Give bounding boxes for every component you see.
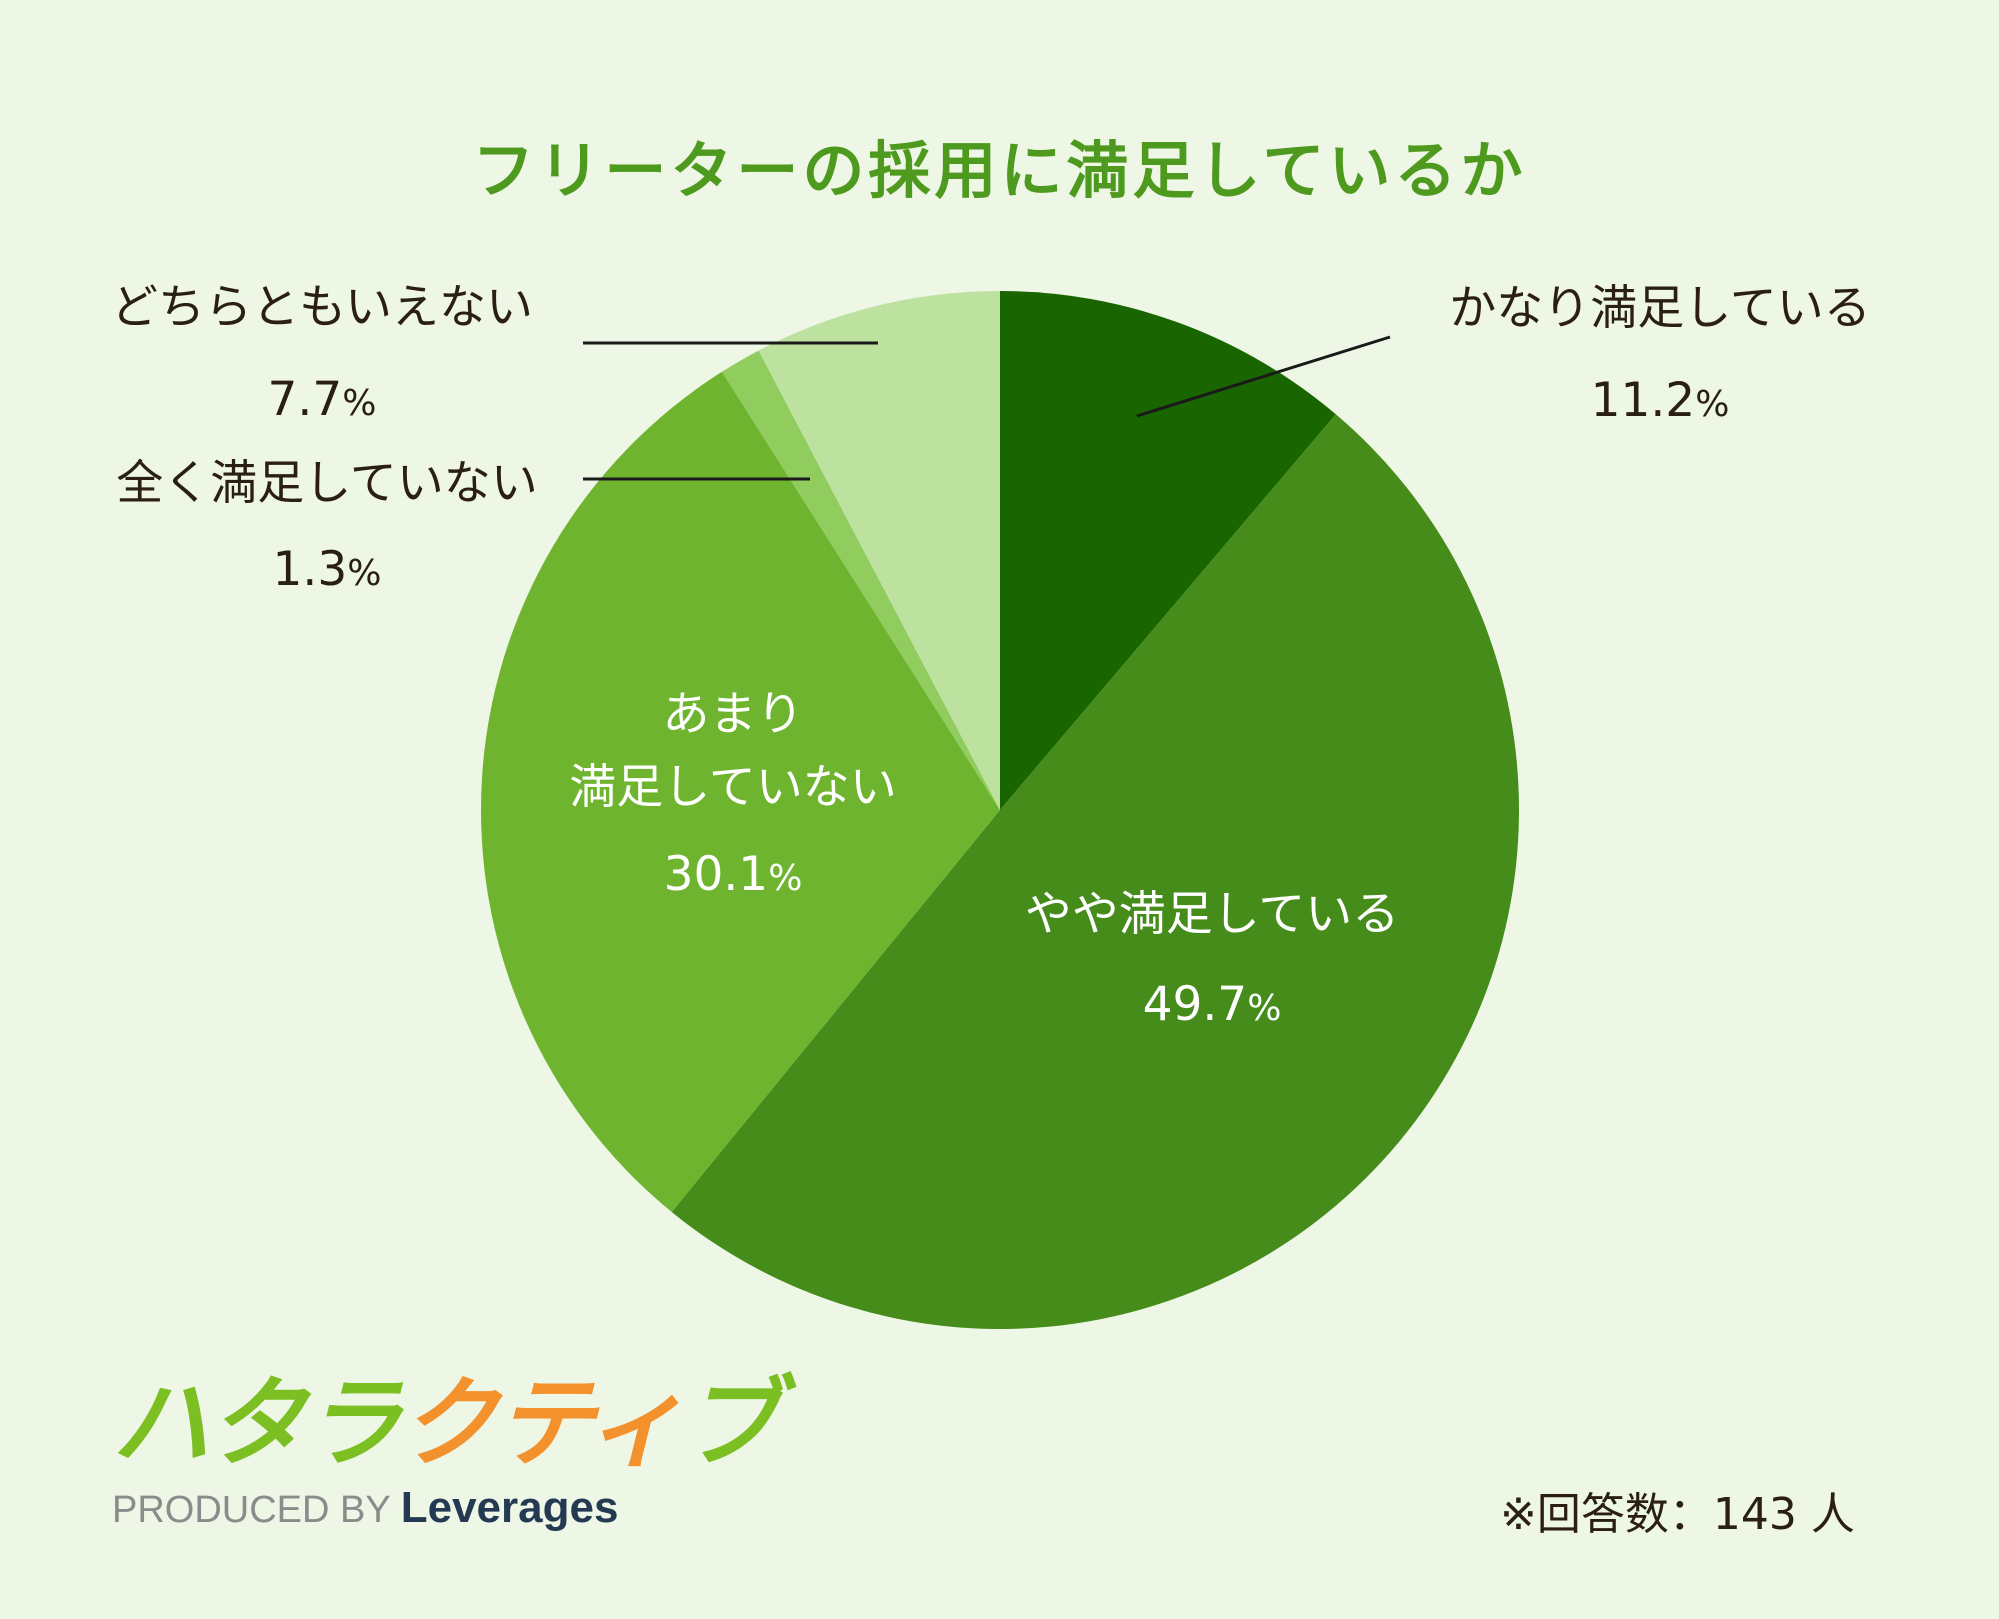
value-kanari: 11.2% (1591, 373, 1730, 428)
pie-slice-3 (721, 350, 1000, 810)
value-mattaku-number: 1.3 (273, 542, 348, 597)
label-kanari: かなり満足している (1449, 281, 1871, 336)
value-amari-number: 30.1 (664, 847, 769, 902)
produced-by-text: PRODUCED BY (112, 1489, 391, 1531)
label-amari-line1: あまり (663, 687, 804, 742)
pie-slice-4 (758, 291, 1000, 810)
brand-logo-block: ハタラクティブ PRODUCED BY Leverages (112, 1375, 780, 1533)
produced-by-line: PRODUCED BY Leverages (112, 1483, 778, 1533)
percent-sign: % (342, 383, 376, 424)
logo-part-1: ハタラ (112, 1367, 402, 1481)
value-dochira-number: 7.7 (268, 372, 343, 427)
label-yaya: やや満足している (1025, 887, 1400, 942)
percent-sign: % (768, 858, 802, 899)
respondents-note: ※回答数：143 人 (1500, 1489, 1855, 1540)
value-yaya: 49.7% (1143, 977, 1282, 1032)
logo-part-3: ブ (682, 1367, 780, 1481)
company-name: Leverages (400, 1483, 619, 1532)
label-mattaku: 全く満足していない (116, 456, 538, 511)
pie-slice-0 (1000, 291, 1336, 810)
pie-slice-2 (481, 371, 1000, 1212)
percent-sign: % (1695, 384, 1729, 425)
pie-slices (481, 291, 1519, 1329)
leader-line-kanari (1136, 335, 1391, 418)
hatarakutiv-logo: ハタラクティブ (112, 1375, 780, 1473)
page-title: フリーターの採用に満足しているか (472, 134, 1527, 207)
leader-lines (583, 335, 1391, 481)
value-amari: 30.1% (664, 847, 803, 902)
label-dochira: どちらともいえない (111, 280, 533, 335)
value-yaya-number: 49.7 (1143, 977, 1248, 1032)
label-amari-line2: 満足していない (569, 760, 897, 815)
pie-slice-1 (671, 414, 1519, 1329)
percent-sign: % (347, 553, 381, 594)
logo-part-2: クティ (400, 1367, 684, 1481)
value-dochira: 7.7% (268, 372, 377, 427)
percent-sign: % (1247, 988, 1281, 1029)
value-kanari-number: 11.2 (1591, 373, 1696, 428)
value-mattaku: 1.3% (273, 542, 382, 597)
